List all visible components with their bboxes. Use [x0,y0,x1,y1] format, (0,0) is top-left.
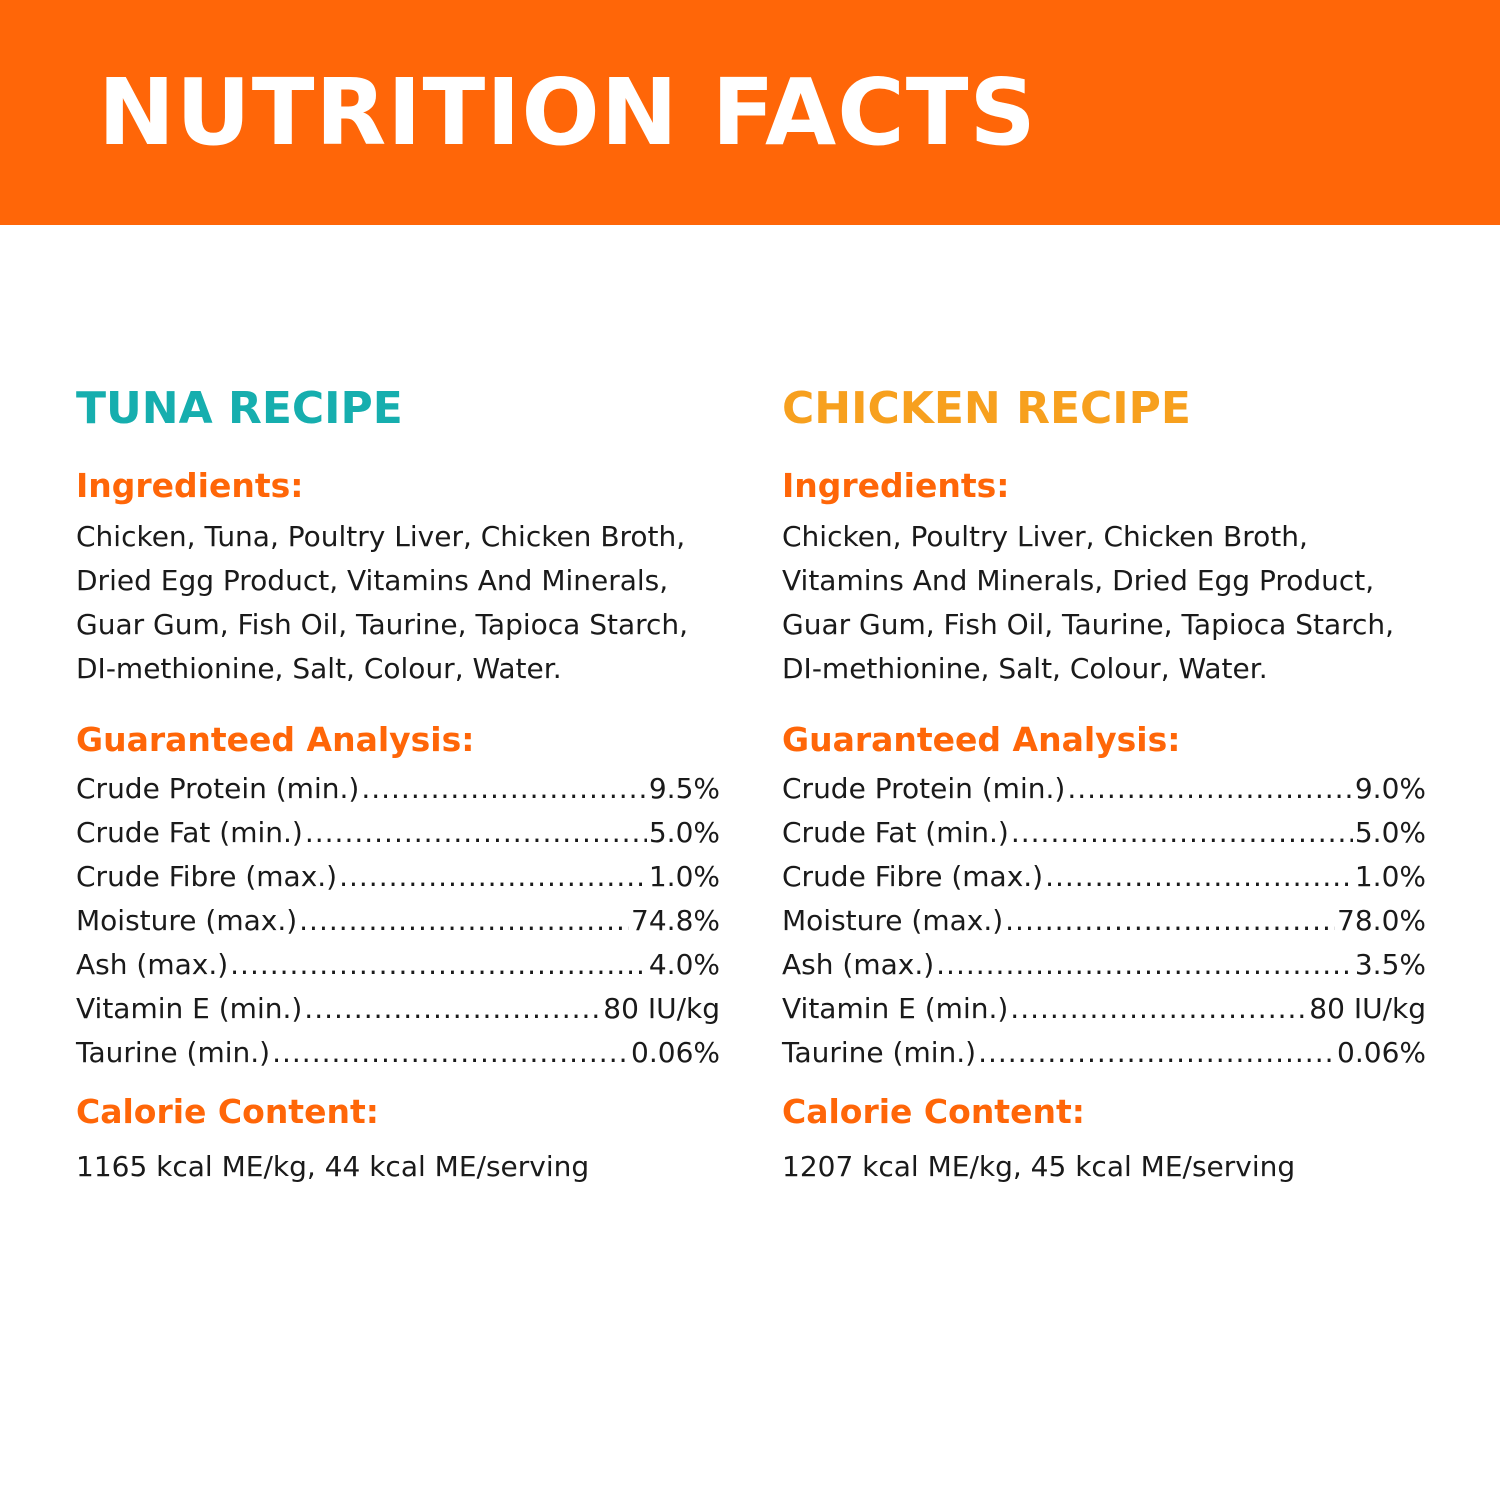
analysis-label: Ash (max.) [76,948,229,981]
analysis-row: Taurine (min.) 0.06% [76,1031,720,1075]
analysis-label: Moisture (max.) [76,904,298,937]
analysis-label: Taurine (min.) [76,1036,271,1069]
analysis-value: 5.0% [1354,816,1426,849]
analysis-value: 3.5% [1354,948,1426,981]
analysis-value: 4.0% [648,948,720,981]
analysis-label: Crude Fat (min.) [782,816,1009,849]
analysis-label: Moisture (max.) [782,904,1004,937]
analysis-value: 1.0% [1354,860,1426,893]
analysis-label: Crude Protein (min.) [782,772,1066,805]
analysis-label: Ash (max.) [782,948,935,981]
ingredients-heading: Ingredients: [76,466,304,505]
header-banner: NUTRITION FACTS [0,0,1500,225]
analysis-row: Ash (max.) 4.0% [76,943,720,987]
ingredients-text: Chicken, Tuna, Poultry Liver, Chicken Br… [76,520,689,685]
analysis-value: 78.0% [1337,904,1426,937]
dot-leader [299,899,629,943]
analysis-value: 80 IU/kg [603,992,720,1025]
analysis-value: 5.0% [648,816,720,849]
analysis-value: 80 IU/kg [1309,992,1426,1025]
analysis-label: Vitamin E (min.) [76,992,303,1025]
analysis-label: Crude Fibre (max.) [76,860,338,893]
tuna-recipe-panel: TUNA RECIPE Ingredients: Chicken, Tuna, … [76,378,720,1189]
analysis-heading: Guaranteed Analysis: [76,720,475,759]
ingredients-heading: Ingredients: [782,466,1010,505]
analysis-row: Crude Fat (min.) 5.0% [76,811,720,855]
dot-leader [230,943,647,987]
analysis-table: Crude Protein (min.) 9.5% Crude Fat (min… [76,767,720,1075]
analysis-row: Crude Protein (min.) 9.0% [782,767,1426,811]
dot-leader [1011,811,1353,855]
analysis-row: Moisture (max.) 78.0% [782,899,1426,943]
dot-leader [1067,767,1353,811]
dot-leader [1045,855,1353,899]
dot-leader [1010,987,1307,1031]
analysis-row: Vitamin E (min.) 80 IU/kg [76,987,720,1031]
dot-leader [936,943,1353,987]
analysis-value: 74.8% [631,904,720,937]
analysis-label: Vitamin E (min.) [782,992,1009,1025]
analysis-row: Crude Fat (min.) 5.0% [782,811,1426,855]
analysis-row: Ash (max.) 3.5% [782,943,1426,987]
recipe-title-tuna: TUNA RECIPE [76,383,403,434]
analysis-row: Vitamin E (min.) 80 IU/kg [782,987,1426,1031]
page-title: NUTRITION FACTS [98,59,1037,166]
recipe-title-chicken: CHICKEN RECIPE [782,383,1191,434]
analysis-row: Moisture (max.) 74.8% [76,899,720,943]
dot-leader [304,987,601,1031]
dot-leader [305,811,647,855]
analysis-row: Crude Fibre (max.) 1.0% [76,855,720,899]
analysis-label: Crude Fat (min.) [76,816,303,849]
chicken-recipe-panel: CHICKEN RECIPE Ingredients: Chicken, Pou… [782,378,1426,1189]
dot-leader [1005,899,1335,943]
calorie-heading: Calorie Content: [782,1092,1085,1131]
analysis-row: Crude Fibre (max.) 1.0% [782,855,1426,899]
ingredients-text: Chicken, Poultry Liver, Chicken Broth, V… [782,520,1395,685]
analysis-heading: Guaranteed Analysis: [782,720,1181,759]
analysis-table: Crude Protein (min.) 9.0% Crude Fat (min… [782,767,1426,1075]
calorie-heading: Calorie Content: [76,1092,379,1131]
dot-leader [361,767,647,811]
analysis-value: 0.06% [631,1036,720,1069]
analysis-label: Crude Fibre (max.) [782,860,1044,893]
dot-leader [272,1031,629,1075]
calorie-text: 1207 kcal ME/kg, 45 kcal ME/serving [782,1150,1296,1183]
analysis-value: 0.06% [1337,1036,1426,1069]
analysis-value: 9.0% [1354,772,1426,805]
analysis-row: Taurine (min.) 0.06% [782,1031,1426,1075]
analysis-label: Crude Protein (min.) [76,772,360,805]
analysis-value: 9.5% [648,772,720,805]
analysis-value: 1.0% [648,860,720,893]
calorie-text: 1165 kcal ME/kg, 44 kcal ME/serving [76,1150,590,1183]
analysis-row: Crude Protein (min.) 9.5% [76,767,720,811]
analysis-label: Taurine (min.) [782,1036,977,1069]
dot-leader [978,1031,1335,1075]
dot-leader [339,855,647,899]
